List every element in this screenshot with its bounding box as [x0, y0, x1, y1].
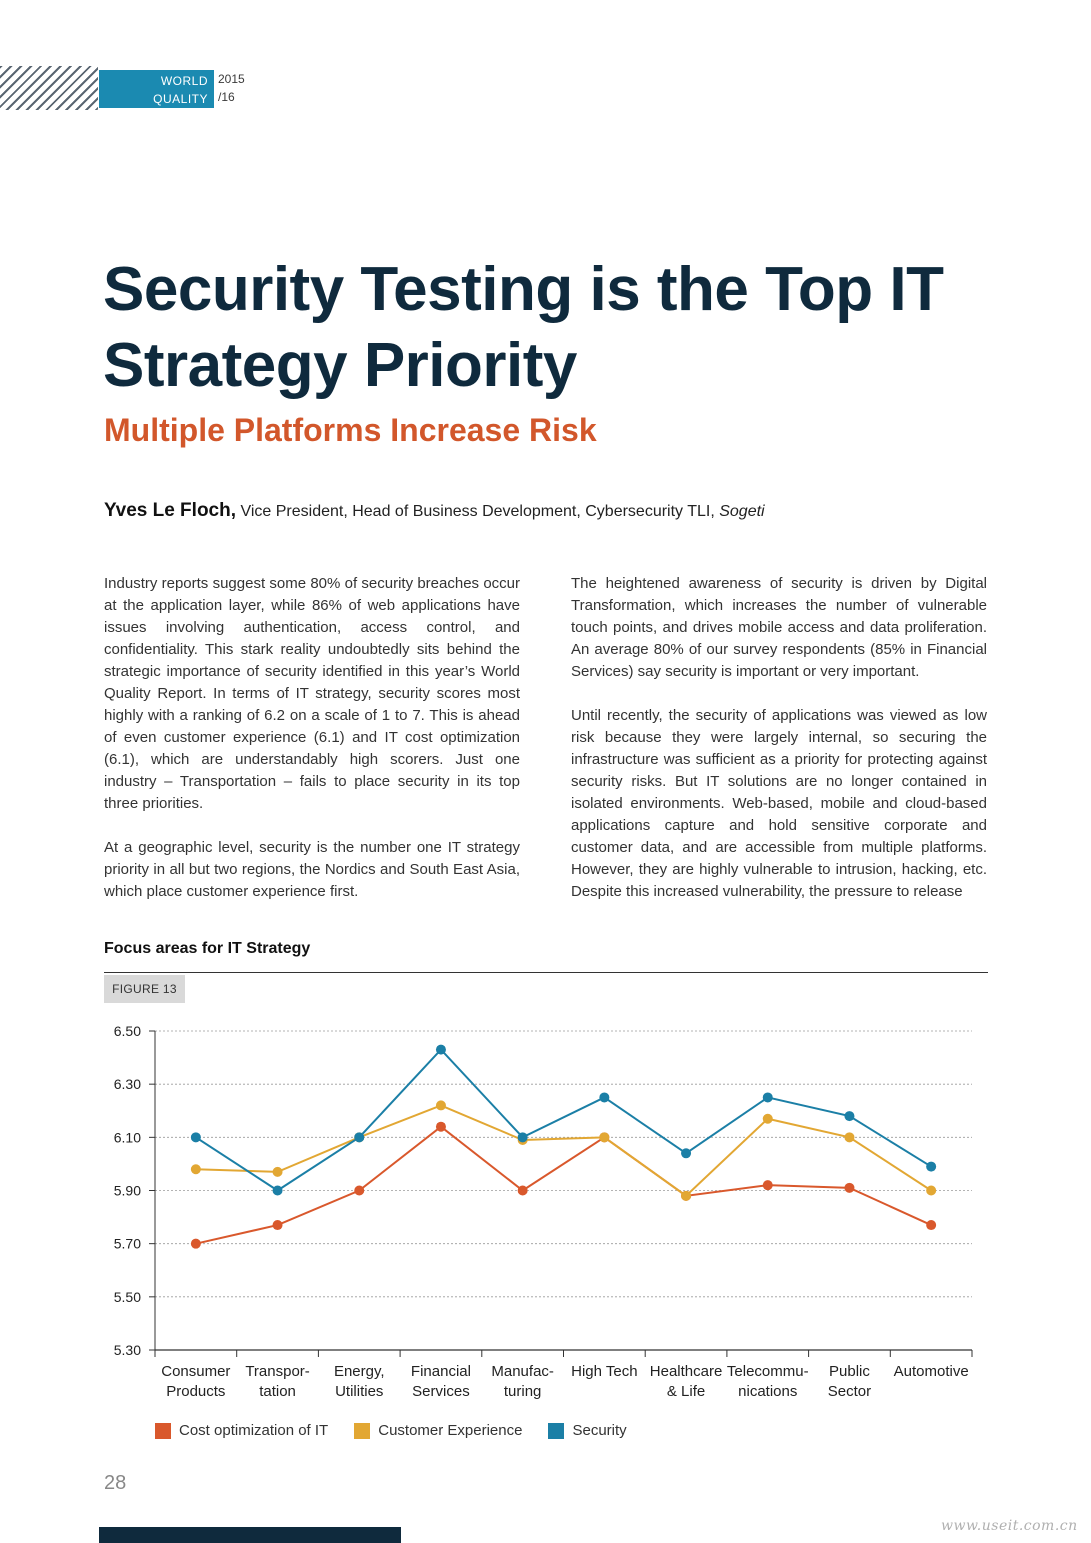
year-line-1: 2015 — [218, 72, 245, 86]
data-point — [681, 1148, 692, 1159]
y-tick-label: 5.90 — [114, 1183, 141, 1199]
legend-label-security: Security — [572, 1422, 627, 1439]
x-tick-label: nications — [738, 1383, 797, 1400]
body-column-right: The heightened awareness of security is … — [571, 573, 987, 925]
y-tick-label: 6.10 — [114, 1129, 141, 1145]
x-tick-label: & Life — [667, 1383, 705, 1400]
data-point — [517, 1185, 528, 1196]
data-point — [926, 1161, 937, 1172]
data-point — [272, 1166, 283, 1177]
legend-swatch-security — [548, 1422, 565, 1439]
legend-item-cost: Cost optimization of IT — [155, 1422, 328, 1439]
y-tick-label: 5.70 — [114, 1236, 141, 1252]
paragraph: The heightened awareness of security is … — [571, 575, 987, 680]
x-tick-label: Healthcare — [650, 1363, 723, 1380]
paragraph: Until recently, the security of applicat… — [571, 707, 987, 900]
paragraph: At a geographic level, security is the n… — [104, 839, 520, 900]
author-organization: Sogeti — [719, 503, 765, 520]
data-point — [272, 1185, 283, 1196]
x-tick-label: Utilities — [335, 1383, 383, 1400]
legend-swatch-cost — [155, 1422, 171, 1439]
x-tick-label: Financial — [411, 1363, 471, 1380]
data-point — [190, 1132, 201, 1143]
data-point — [190, 1164, 201, 1175]
y-tick-label: 5.50 — [114, 1289, 141, 1305]
figure-tag: FIGURE 13 — [104, 975, 185, 1003]
legend-label-customer-experience: Customer Experience — [378, 1422, 523, 1439]
y-tick-label: 6.50 — [114, 1023, 141, 1039]
legend-item-security: Security — [548, 1422, 627, 1439]
data-point — [435, 1044, 446, 1055]
page-number: 28 — [104, 1472, 127, 1494]
data-point — [844, 1182, 855, 1193]
x-tick-label: Energy, — [334, 1363, 385, 1380]
x-tick-label: turing — [504, 1383, 542, 1400]
data-point — [435, 1121, 446, 1132]
data-point — [762, 1113, 773, 1124]
chart-legend: Cost optimization of IT Customer Experie… — [155, 1422, 633, 1439]
x-tick-label: Consumer — [161, 1363, 230, 1380]
x-tick-label: Transpor- — [245, 1363, 309, 1380]
x-tick-label: Manufac- — [491, 1363, 554, 1380]
author-name: Yves Le Floch, — [104, 500, 236, 521]
legend-swatch-customer-experience — [354, 1422, 371, 1439]
report-badge: WORLD QUALITY REPORT — [99, 70, 214, 124]
x-tick-label: Automotive — [894, 1363, 969, 1380]
data-point — [681, 1190, 692, 1201]
series-line — [195, 1125, 932, 1245]
data-point — [354, 1185, 365, 1196]
legend-label-cost: Cost optimization of IT — [179, 1422, 329, 1439]
data-point — [762, 1180, 773, 1191]
data-point — [762, 1092, 773, 1103]
series-line — [195, 1048, 932, 1192]
data-point — [517, 1132, 528, 1143]
x-tick-label: Telecommu- — [727, 1363, 809, 1380]
figure-divider — [104, 972, 988, 973]
data-point — [354, 1132, 365, 1143]
data-point — [599, 1092, 610, 1103]
data-point — [844, 1132, 855, 1143]
footer-bar — [99, 1527, 401, 1543]
badge-line-1: WORLD — [160, 74, 208, 88]
watermark-text: www.useit.com.cn — [941, 1518, 1078, 1534]
data-point — [926, 1185, 937, 1196]
article-title: Security Testing is the Top IT Strategy … — [103, 252, 1003, 404]
header-hatch-decoration — [0, 66, 98, 110]
year-line-2: /16 — [218, 90, 235, 104]
author-role: Vice President, Head of Business Develop… — [240, 503, 715, 520]
author-byline: Yves Le Floch, Vice President, Head of B… — [104, 500, 765, 522]
x-tick-label: Products — [166, 1383, 225, 1400]
title-line-2: Strategy Priority — [103, 331, 577, 400]
y-tick-label: 6.30 — [114, 1076, 141, 1092]
body-column-left: Industry reports suggest some 80% of sec… — [104, 573, 520, 925]
x-tick-label: High Tech — [571, 1363, 637, 1380]
x-tick-label: tation — [259, 1383, 296, 1400]
figure-heading: Focus areas for IT Strategy — [104, 940, 311, 957]
data-point — [190, 1238, 201, 1249]
x-tick-label: Sector — [828, 1383, 871, 1400]
data-point — [926, 1220, 937, 1231]
title-line-1: Security Testing is the Top IT — [103, 255, 944, 324]
data-point — [599, 1132, 610, 1143]
data-point — [435, 1100, 446, 1111]
x-tick-label: Services — [412, 1383, 470, 1400]
report-year: 2015 /16 — [218, 70, 245, 106]
paragraph: Industry reports suggest some 80% of sec… — [104, 575, 520, 812]
series-line — [195, 1104, 932, 1198]
data-point — [844, 1111, 855, 1122]
y-tick-label: 5.30 — [114, 1342, 141, 1358]
article-subtitle: Multiple Platforms Increase Risk — [104, 412, 597, 448]
legend-item-customer-experience: Customer Experience — [354, 1422, 522, 1439]
x-tick-label: Public — [829, 1363, 870, 1380]
badge-line-2: QUALITY REPORT — [153, 92, 208, 124]
data-point — [272, 1220, 283, 1231]
